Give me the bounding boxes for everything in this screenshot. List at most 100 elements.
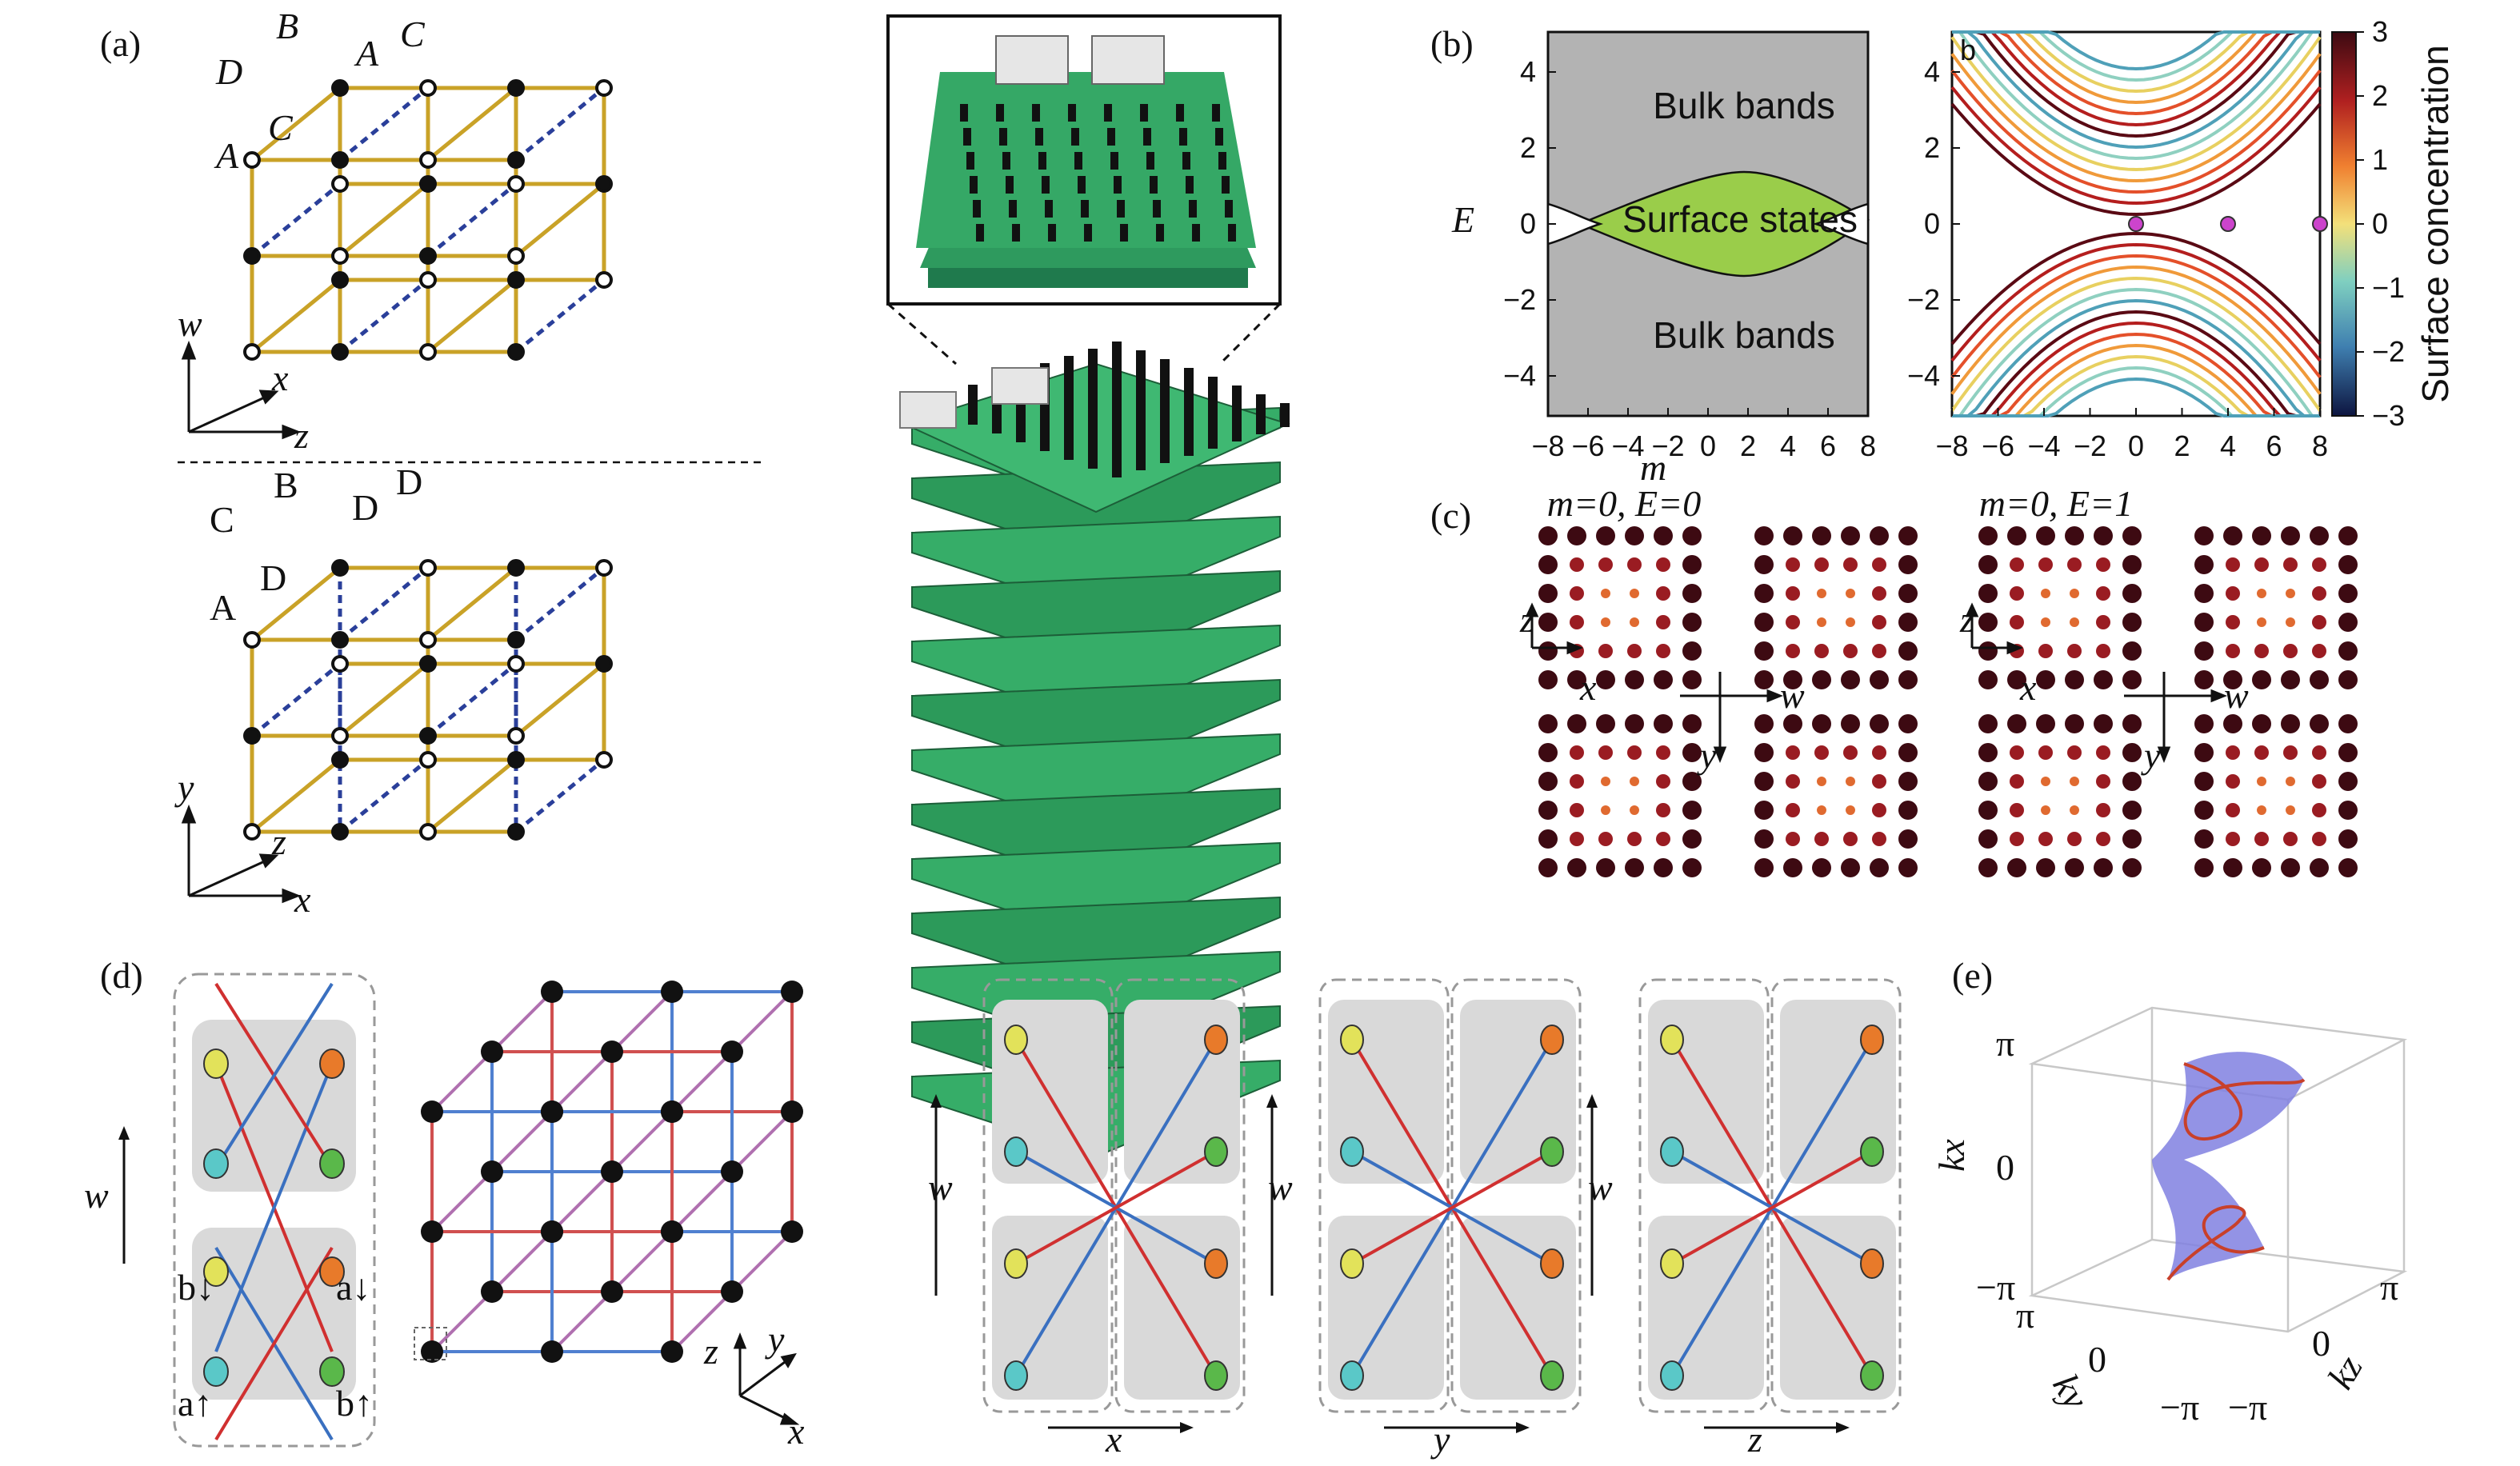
capacitor: [1035, 128, 1043, 146]
x-tick-label: −8: [1935, 429, 1968, 462]
concentration-dot: [1872, 745, 1886, 760]
coupling-line: [214, 1246, 334, 1441]
concentration-dot: [1843, 557, 1858, 572]
upper-band-label: Bulk bands: [1653, 85, 1835, 126]
concentration-dot: [2065, 526, 2084, 545]
capacitor: [1225, 200, 1233, 218]
cell-outline: [982, 978, 1114, 1413]
band-line: [1950, 231, 2322, 346]
bond: [514, 758, 606, 833]
concentration-dot: [1754, 641, 1774, 661]
x-tick-label: 2: [2174, 429, 2190, 462]
concentration-dot: [1656, 586, 1670, 601]
node: [1540, 1136, 1564, 1167]
node: [1204, 1025, 1228, 1055]
colorbar-tick-label: −3: [2372, 399, 2405, 432]
bond: [338, 278, 430, 354]
connector: [991, 367, 1049, 405]
colorbar-gradient: [2331, 31, 2357, 417]
concentration-dot: [1630, 805, 1639, 815]
concentration-dot: [1630, 589, 1639, 598]
x-tick-label: −2: [1651, 429, 1684, 462]
cube-node: [661, 981, 683, 1003]
concentration-dot: [1627, 557, 1642, 572]
lattice-site: [595, 271, 613, 289]
concentration-dot: [2194, 801, 2214, 820]
unit-label-b-down: b↓: [178, 1267, 214, 1308]
concentration-dot: [1978, 714, 1998, 733]
top-site-label: C: [400, 14, 426, 54]
concentration-dot: [2041, 589, 2050, 598]
concentration-dot: [1898, 743, 1918, 762]
concentration-dot: [1656, 832, 1670, 846]
e-tick-neg-pi: −π: [2228, 1387, 2267, 1428]
concentration-dot: [1570, 774, 1584, 789]
c-axis-x: x: [2019, 667, 2037, 708]
bottom-site-label: D: [396, 461, 422, 502]
coupling-line: [214, 1063, 334, 1352]
unit-label-a-up: a↓: [336, 1267, 370, 1308]
capacitor: [1064, 436, 1074, 460]
bond: [514, 566, 606, 641]
colorbar-tick-label: 0: [2372, 207, 2388, 240]
concentration-dot: [2252, 526, 2271, 545]
y-tick-label: −4: [1907, 359, 1940, 392]
concentration-dot: [2223, 526, 2242, 545]
concentration-dot: [2122, 743, 2142, 762]
panel-label-a: (a): [100, 23, 141, 64]
concentration-dot: [2067, 832, 2082, 846]
concentration-dot: [1570, 832, 1584, 846]
concentration-dot: [2194, 858, 2214, 877]
arrowhead: [1180, 1422, 1194, 1433]
x-tick-label: 4: [2220, 429, 2236, 462]
bottom-site-label: D: [352, 487, 378, 528]
axis-title-m: m: [1640, 447, 1666, 488]
capacitor: [1143, 128, 1151, 146]
lattice-site: [595, 559, 613, 577]
concentration-dot: [1538, 613, 1558, 632]
panel-a-top-axes: [181, 340, 302, 440]
concentration-dot: [2065, 670, 2084, 689]
y-tick-label: −4: [1503, 359, 1536, 392]
arrowhead: [1586, 1094, 1598, 1108]
concentration-dot: [2338, 670, 2358, 689]
concentration-dot: [1783, 714, 1802, 733]
unit-cell-outline: [173, 973, 376, 1448]
capacitor: [1218, 152, 1226, 170]
lattice-site: [243, 247, 261, 265]
concentration-dot: [1654, 670, 1673, 689]
concentration-dot: [1898, 801, 1918, 820]
colorbar-tick-label: 3: [2372, 15, 2388, 48]
axis-label-x: x: [294, 879, 311, 920]
concentration-dot: [2038, 832, 2053, 846]
concentration-dot: [2310, 858, 2329, 877]
connector: [995, 35, 1069, 85]
node: [1204, 1360, 1228, 1391]
concentration-dot: [1978, 858, 1998, 877]
node: [319, 1256, 345, 1287]
concentration-dot: [2312, 745, 2326, 760]
concentration-dot: [1898, 613, 1918, 632]
marker-point: [2312, 216, 2328, 232]
concentration-dot: [2041, 617, 2050, 627]
e-tick-neg-pi: −π: [1976, 1267, 2015, 1308]
capacitor: [1032, 104, 1040, 122]
d-col0-horizontal: x: [1105, 1419, 1122, 1460]
y-tick-label: −2: [1503, 283, 1536, 316]
cube-edge: [730, 1110, 794, 1173]
concentration-dot: [1538, 526, 1558, 545]
capacitor: [1012, 224, 1020, 242]
cube-edge: [490, 1230, 554, 1293]
concentration-dot: [2096, 615, 2110, 629]
node: [203, 1256, 229, 1287]
band-line: [1951, 287, 2321, 417]
capacitor: [1256, 410, 1266, 434]
top-site-label: A: [214, 135, 239, 176]
cube-edge: [670, 1170, 734, 1233]
lattice-site: [331, 175, 349, 193]
concentration-dot: [1846, 805, 1855, 815]
concentration-dot: [1596, 714, 1615, 733]
concentration-dot: [2338, 555, 2358, 574]
y-tick-label: 4: [1520, 55, 1536, 88]
concentration-dot: [1570, 557, 1584, 572]
